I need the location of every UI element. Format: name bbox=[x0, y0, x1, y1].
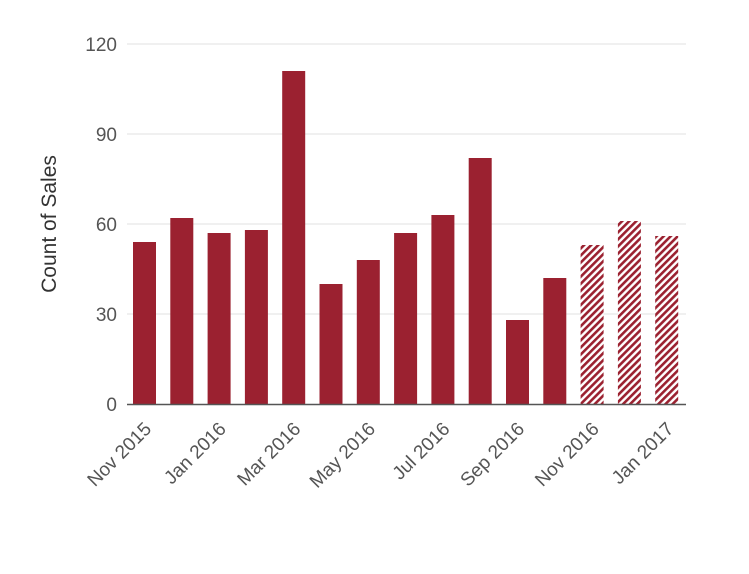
bar-feb-2016 bbox=[244, 230, 268, 404]
x-tick-label: Nov 2016 bbox=[531, 419, 603, 491]
bar-may-2016 bbox=[356, 260, 380, 404]
bar-apr-2016 bbox=[319, 284, 343, 404]
y-axis-title: Count of Sales bbox=[38, 155, 61, 293]
bar-dec-2016 bbox=[617, 221, 641, 404]
x-tick-label: Jan 2017 bbox=[608, 419, 678, 489]
y-tick-label: 60 bbox=[96, 215, 117, 236]
x-tick-label: Mar 2016 bbox=[234, 419, 306, 491]
bar-mar-2016 bbox=[282, 71, 306, 404]
x-tick-label: Nov 2015 bbox=[84, 419, 156, 491]
y-tick-label: 90 bbox=[96, 125, 117, 146]
x-tick-label: Sep 2016 bbox=[457, 419, 529, 491]
x-tick-label: Jan 2016 bbox=[160, 419, 230, 489]
bar-nov-2016 bbox=[580, 245, 604, 404]
bar-sep-2016 bbox=[506, 320, 529, 404]
bars bbox=[133, 71, 679, 404]
x-tick-label: Jul 2016 bbox=[389, 419, 455, 485]
bar-jun-2016 bbox=[394, 233, 418, 404]
bar-aug-2016 bbox=[468, 158, 492, 404]
y-tick-label: 30 bbox=[96, 305, 117, 326]
y-tick-label: 0 bbox=[106, 395, 117, 416]
bar-jan-2017 bbox=[655, 236, 679, 404]
bar-dec-2015 bbox=[170, 218, 194, 404]
bar-jul-2016 bbox=[431, 215, 455, 404]
y-tick-label: 120 bbox=[85, 35, 117, 56]
bar-jan-2016 bbox=[207, 233, 231, 404]
x-tick-label: May 2016 bbox=[306, 419, 380, 493]
bar-oct-2016 bbox=[543, 278, 567, 404]
bar-nov-2015 bbox=[133, 242, 156, 404]
